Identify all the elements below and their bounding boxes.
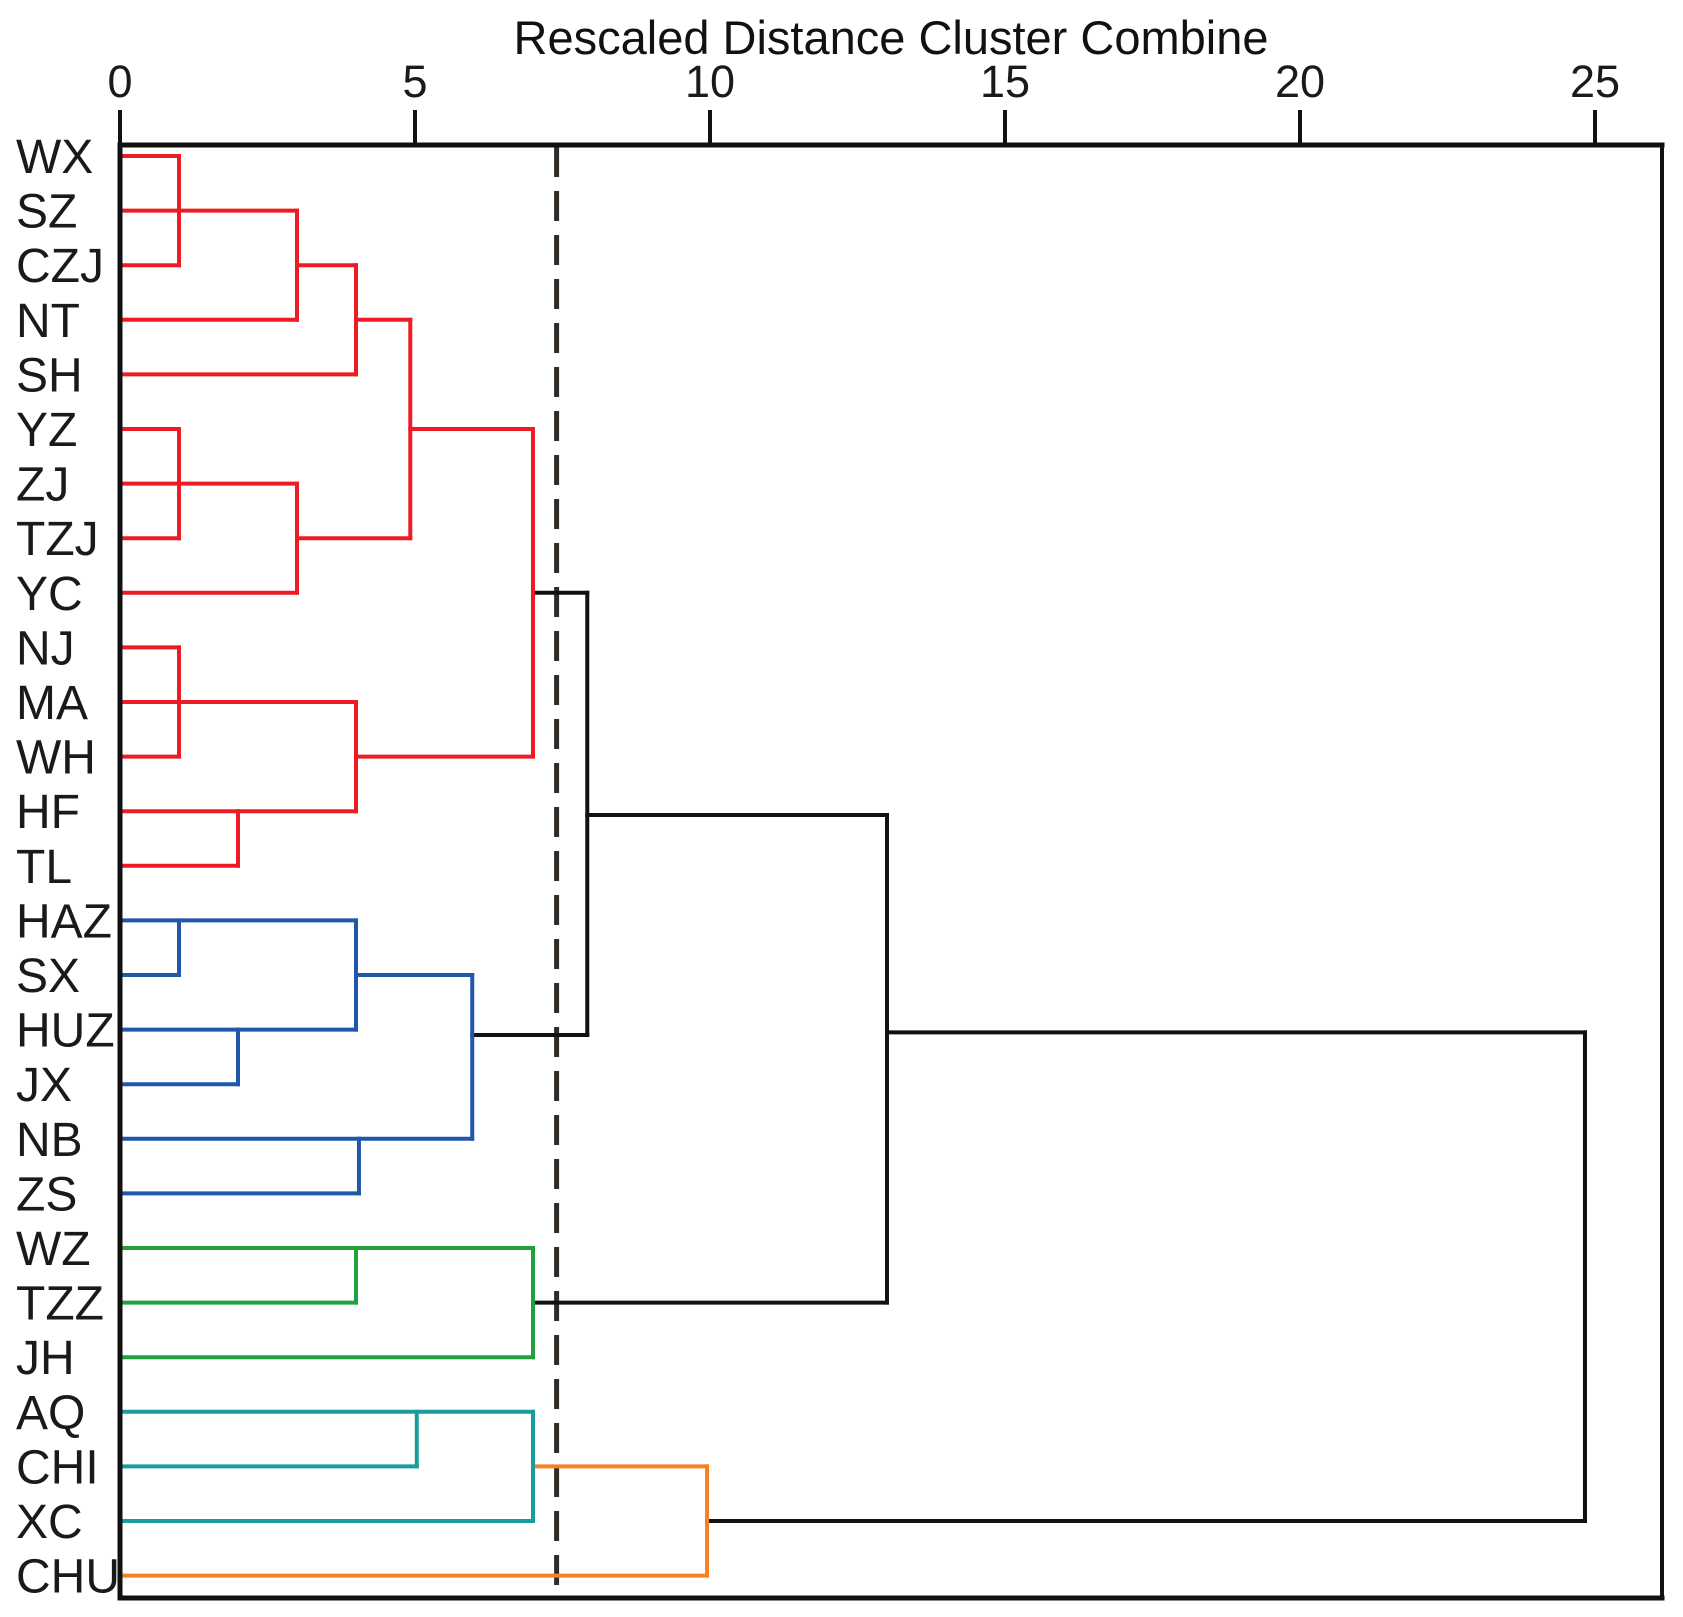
row-label-aq: AQ xyxy=(16,1387,85,1440)
row-label-sh: SH xyxy=(16,349,83,402)
row-label-tzz: TZZ xyxy=(16,1278,104,1331)
axis-tick-label: 5 xyxy=(402,56,427,107)
row-label-yc: YC xyxy=(16,568,83,621)
row-label-wh: WH xyxy=(16,732,96,785)
row-label-wx: WX xyxy=(16,131,93,184)
row-label-huz: HUZ xyxy=(16,1005,115,1058)
row-label-hf: HF xyxy=(16,786,80,839)
row-label-xc: XC xyxy=(16,1496,83,1549)
row-label-jh: JH xyxy=(16,1332,75,1385)
row-label-sx: SX xyxy=(16,950,80,1003)
row-label-tl: TL xyxy=(16,841,72,894)
row-label-yz: YZ xyxy=(16,404,77,457)
row-label-nj: NJ xyxy=(16,622,75,675)
row-label-wz: WZ xyxy=(16,1223,91,1276)
row-label-haz: HAZ xyxy=(16,895,112,948)
row-label-sz: SZ xyxy=(16,186,77,239)
row-label-ma: MA xyxy=(16,677,88,730)
row-label-zj: ZJ xyxy=(16,459,69,512)
axis-tick-label: 25 xyxy=(1570,56,1620,107)
axis-tick-label: 0 xyxy=(107,56,132,107)
row-label-chu: CHU xyxy=(16,1551,120,1604)
axis-tick-label: 20 xyxy=(1275,56,1325,107)
axis-tick-label: 10 xyxy=(685,56,735,107)
row-label-nt: NT xyxy=(16,295,80,348)
chart-title: Rescaled Distance Cluster Combine xyxy=(513,11,1269,64)
row-label-nb: NB xyxy=(16,1114,83,1167)
row-label-chi: CHI xyxy=(16,1441,99,1494)
axis-tick-label: 15 xyxy=(980,56,1030,107)
row-label-jx: JX xyxy=(16,1059,72,1112)
row-label-tzj: TZJ xyxy=(16,513,99,566)
row-label-zs: ZS xyxy=(16,1168,77,1221)
row-label-czj: CZJ xyxy=(16,240,104,293)
